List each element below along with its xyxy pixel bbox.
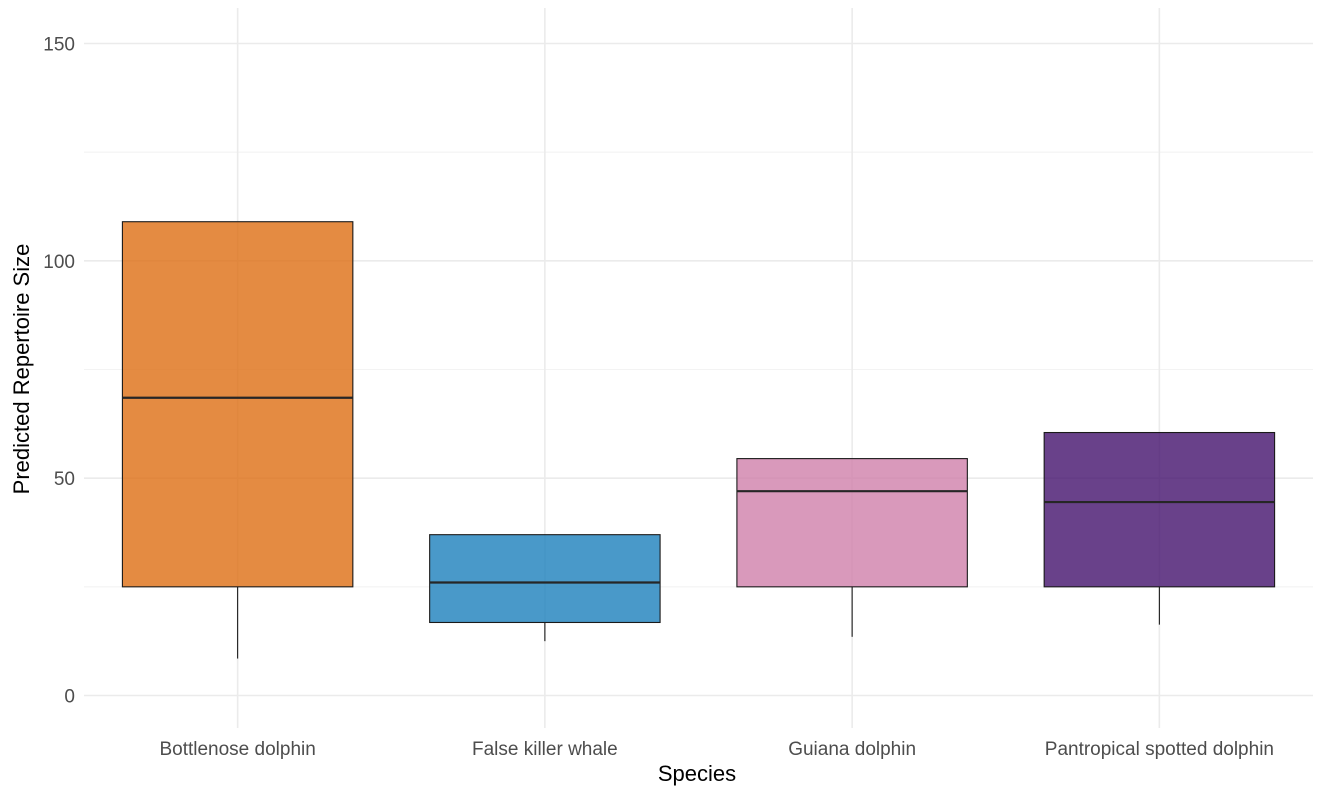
x-tick-label: Pantropical spotted dolphin	[1045, 739, 1274, 760]
tick-label-layer: 0 50 100 150 Bottlenose dolphin False killer …	[43, 35, 1274, 761]
box-rect	[1043, 431, 1276, 588]
y-tick-label: 150	[43, 35, 75, 56]
box-rect	[121, 221, 354, 588]
x-tick-label: Bottlenose dolphin	[159, 739, 315, 760]
box-group	[1043, 431, 1276, 625]
box-rect	[736, 458, 968, 588]
box-group	[121, 221, 354, 659]
x-tick-label: Guiana dolphin	[788, 739, 916, 760]
box-layer	[121, 221, 1276, 659]
y-tick-label: 50	[54, 469, 75, 490]
box-group	[736, 458, 968, 637]
y-tick-label: 100	[43, 252, 75, 273]
x-tick-label: False killer whale	[472, 739, 618, 760]
box-rect	[429, 534, 661, 624]
y-axis-title: Predicted Repertoire Size	[9, 244, 34, 495]
x-axis-title: Species	[658, 761, 736, 786]
box-group	[429, 534, 661, 642]
y-tick-label: 0	[64, 687, 75, 708]
